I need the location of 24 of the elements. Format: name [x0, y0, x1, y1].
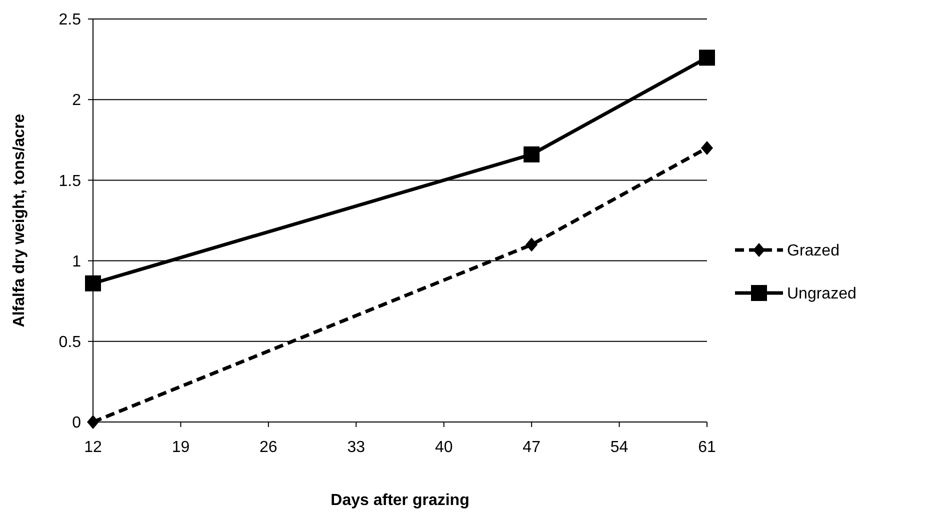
legend-label: Grazed [787, 242, 840, 260]
y-axis-title: Alfalfa dry weight, tons/acre [11, 114, 28, 328]
y-tick-label: 0.5 [58, 334, 82, 351]
point [701, 140, 713, 155]
x-tick-label: 47 [522, 439, 541, 456]
x-tick-label: 12 [84, 439, 102, 456]
x-tick-label: 40 [434, 439, 453, 456]
x-tick-label: 33 [347, 439, 366, 456]
y-tick-label: 1 [72, 253, 82, 270]
y-tick-label: 2.5 [58, 12, 82, 29]
point [699, 50, 715, 66]
x-axis-title: Days after grazing [330, 492, 470, 509]
point [85, 275, 101, 292]
point [524, 146, 540, 162]
y-tick-label: 1.5 [58, 172, 82, 190]
x-tick-label: 61 [698, 439, 716, 456]
x-tick-label: 19 [172, 439, 190, 456]
point [526, 238, 538, 252]
x-tick-label: 54 [610, 439, 628, 456]
y-tick-label: 2 [72, 92, 82, 110]
legend-label: Ungrazed [787, 286, 856, 303]
y-tick-label: 0 [72, 414, 82, 432]
x-tick-label: 26 [260, 439, 278, 456]
point [87, 415, 99, 429]
